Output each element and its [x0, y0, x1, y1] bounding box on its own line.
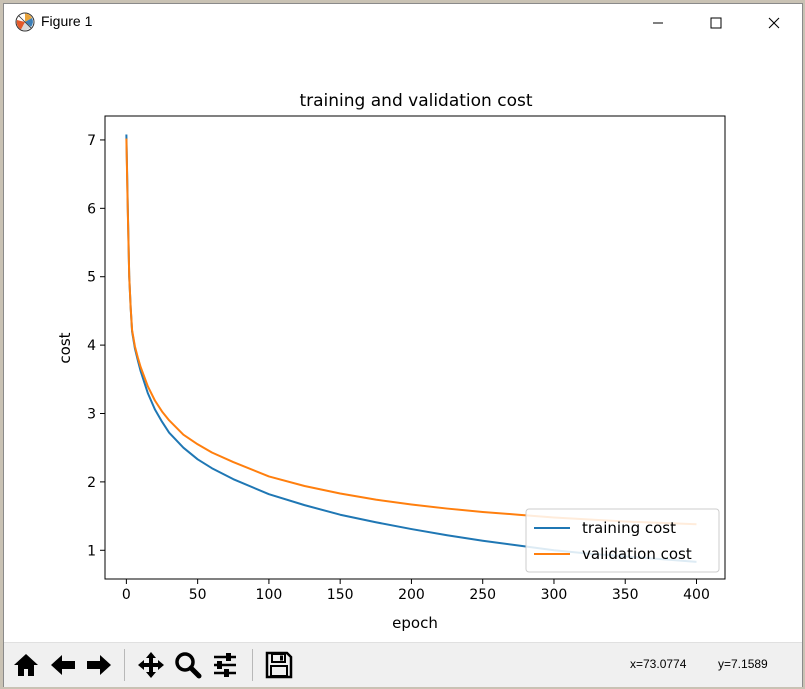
navigation-toolbar: x=73.0774 y=7.1589	[4, 642, 802, 687]
legend: training cost validation cost	[525, 508, 720, 573]
configure-subplots-icon	[214, 653, 236, 677]
maximize-icon	[710, 17, 722, 29]
x-tick-label: 400	[683, 587, 710, 603]
save-icon	[265, 651, 293, 679]
matplotlib-icon	[15, 12, 35, 32]
y-tick-label: 6	[87, 201, 96, 217]
save-button[interactable]	[262, 647, 296, 683]
figure-window: Figure 1 training and validation cost 0 5…	[3, 3, 803, 687]
cursor-y-readout: y=7.1589	[718, 657, 768, 671]
toolbar-separator	[124, 649, 125, 681]
x-tick-label: 150	[327, 587, 354, 603]
back-button[interactable]	[46, 647, 80, 683]
window-title: Figure 1	[41, 13, 93, 29]
zoom-icon	[175, 652, 202, 679]
figure-canvas[interactable]: training and validation cost 0 50 100 150 20…	[4, 42, 802, 642]
cursor-x-readout: x=73.0774	[630, 657, 687, 671]
legend-label: training cost	[582, 519, 676, 537]
configure-subplots-button[interactable]	[208, 647, 242, 683]
pan-button[interactable]	[134, 647, 168, 683]
maximize-button[interactable]	[687, 4, 745, 42]
x-tick-label: 50	[189, 587, 207, 603]
toolbar-separator	[252, 649, 253, 681]
legend-box	[525, 508, 720, 573]
forward-button[interactable]	[82, 647, 116, 683]
x-tick-label: 200	[398, 587, 425, 603]
x-axis-label: epoch	[392, 614, 438, 632]
title-bar[interactable]: Figure 1	[4, 4, 802, 42]
axis-ticks: 0 50 100 150 200 250 300 350 400 1 2 3 4 5 6 7	[87, 133, 710, 603]
close-button[interactable]	[745, 4, 803, 42]
x-tick-label: 250	[469, 587, 496, 603]
y-axis-label: cost	[56, 332, 74, 363]
legend-label: validation cost	[582, 545, 692, 563]
back-arrow-icon	[51, 655, 75, 675]
minimize-icon	[653, 22, 663, 24]
home-icon	[14, 654, 38, 676]
y-tick-label: 1	[87, 543, 96, 559]
plot-area	[104, 115, 726, 580]
chart-title: training and validation cost	[299, 91, 532, 111]
x-tick-label: 0	[122, 587, 131, 603]
y-tick-label: 5	[87, 270, 96, 286]
y-tick-label: 7	[87, 133, 96, 149]
chart[interactable]: training and validation cost 0 50 100 150 20…	[4, 42, 802, 642]
close-icon	[768, 17, 780, 29]
y-tick-label: 2	[87, 475, 96, 491]
y-tick-label: 3	[87, 406, 96, 422]
pan-icon	[138, 652, 164, 678]
x-tick-label: 350	[612, 587, 639, 603]
forward-arrow-icon	[87, 655, 111, 675]
x-tick-label: 100	[256, 587, 283, 603]
y-tick-label: 4	[87, 338, 96, 354]
x-tick-label: 300	[541, 587, 568, 603]
home-button[interactable]	[9, 647, 43, 683]
minimize-button[interactable]	[629, 4, 687, 42]
zoom-button[interactable]	[171, 647, 205, 683]
